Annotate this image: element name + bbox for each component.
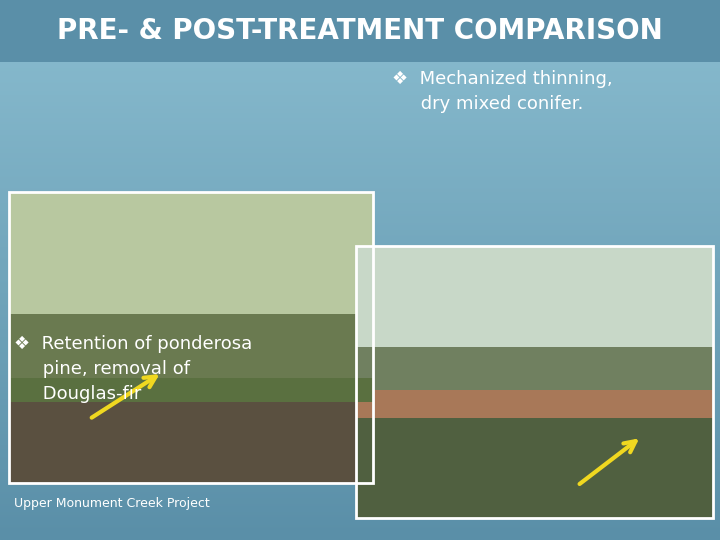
Bar — [9, 387, 373, 483]
Bar — [9, 379, 373, 402]
Bar — [356, 246, 713, 355]
Bar — [356, 246, 713, 518]
Bar — [356, 390, 713, 423]
Text: ❖  Mechanized thinning,
     dry mixed conifer.: ❖ Mechanized thinning, dry mixed conifer… — [392, 70, 613, 113]
Bar — [9, 192, 373, 483]
Text: PRE- & POST-TREATMENT COMPARISON: PRE- & POST-TREATMENT COMPARISON — [57, 17, 663, 45]
Bar — [9, 192, 373, 483]
Text: ❖  Retention of ponderosa
     pine, removal of
     Douglas-fir: ❖ Retention of ponderosa pine, removal o… — [14, 335, 253, 403]
Bar — [0, 0, 720, 62]
Text: Upper Monument Creek Project: Upper Monument Creek Project — [14, 497, 210, 510]
Bar — [9, 192, 373, 323]
Bar — [9, 314, 373, 396]
Bar — [356, 246, 713, 518]
Bar — [356, 417, 713, 518]
Bar — [356, 347, 713, 396]
